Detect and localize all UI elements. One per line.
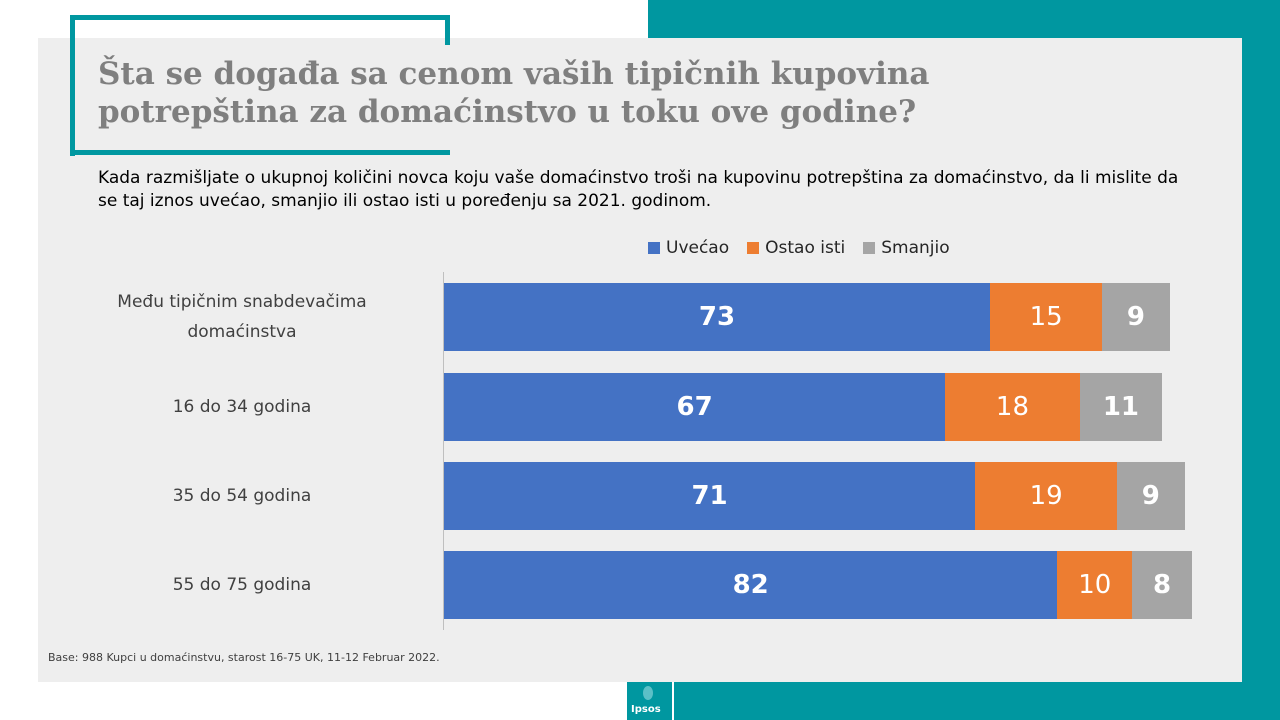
legend-swatch [863, 242, 876, 254]
ipsos-logo: Ipsos [625, 682, 674, 720]
legend-item-ostao-isti: Ostao isti [747, 238, 845, 258]
logo-text: Ipsos [631, 704, 661, 715]
legend-swatch [648, 242, 660, 254]
category-label: 16 do 34 godina [172, 397, 312, 417]
category-axis-line [443, 272, 444, 630]
legend-item-uvecao: Uvećao [648, 238, 729, 258]
chart-legend: Uvećao Ostao isti Smanjio [648, 236, 950, 260]
page-title: Šta se događa sa cenom vaših tipičnih ku… [98, 56, 930, 130]
title-frame-bottom [70, 150, 450, 155]
category-label: Među tipičnim snabdevačima domaćinstva [117, 292, 367, 342]
title-frame-right [445, 15, 450, 45]
legend-label: Uvećao [666, 238, 730, 258]
category-label: 35 do 54 godina [172, 486, 312, 506]
category-label: 55 do 75 godina [172, 575, 312, 595]
legend-label: Smanjio [881, 238, 950, 258]
legend-label: Ostao isti [765, 238, 846, 258]
title-frame [70, 15, 447, 156]
question-text: Kada razmišljate o ukupnoj količini novc… [98, 168, 1179, 211]
legend-swatch [747, 242, 760, 254]
base-note: Base: 988 Kupci u domaćinstvu, starost 1… [48, 651, 440, 664]
legend-item-smanjio: Smanjio [863, 238, 950, 258]
ipsos-logo-icon [643, 686, 653, 700]
